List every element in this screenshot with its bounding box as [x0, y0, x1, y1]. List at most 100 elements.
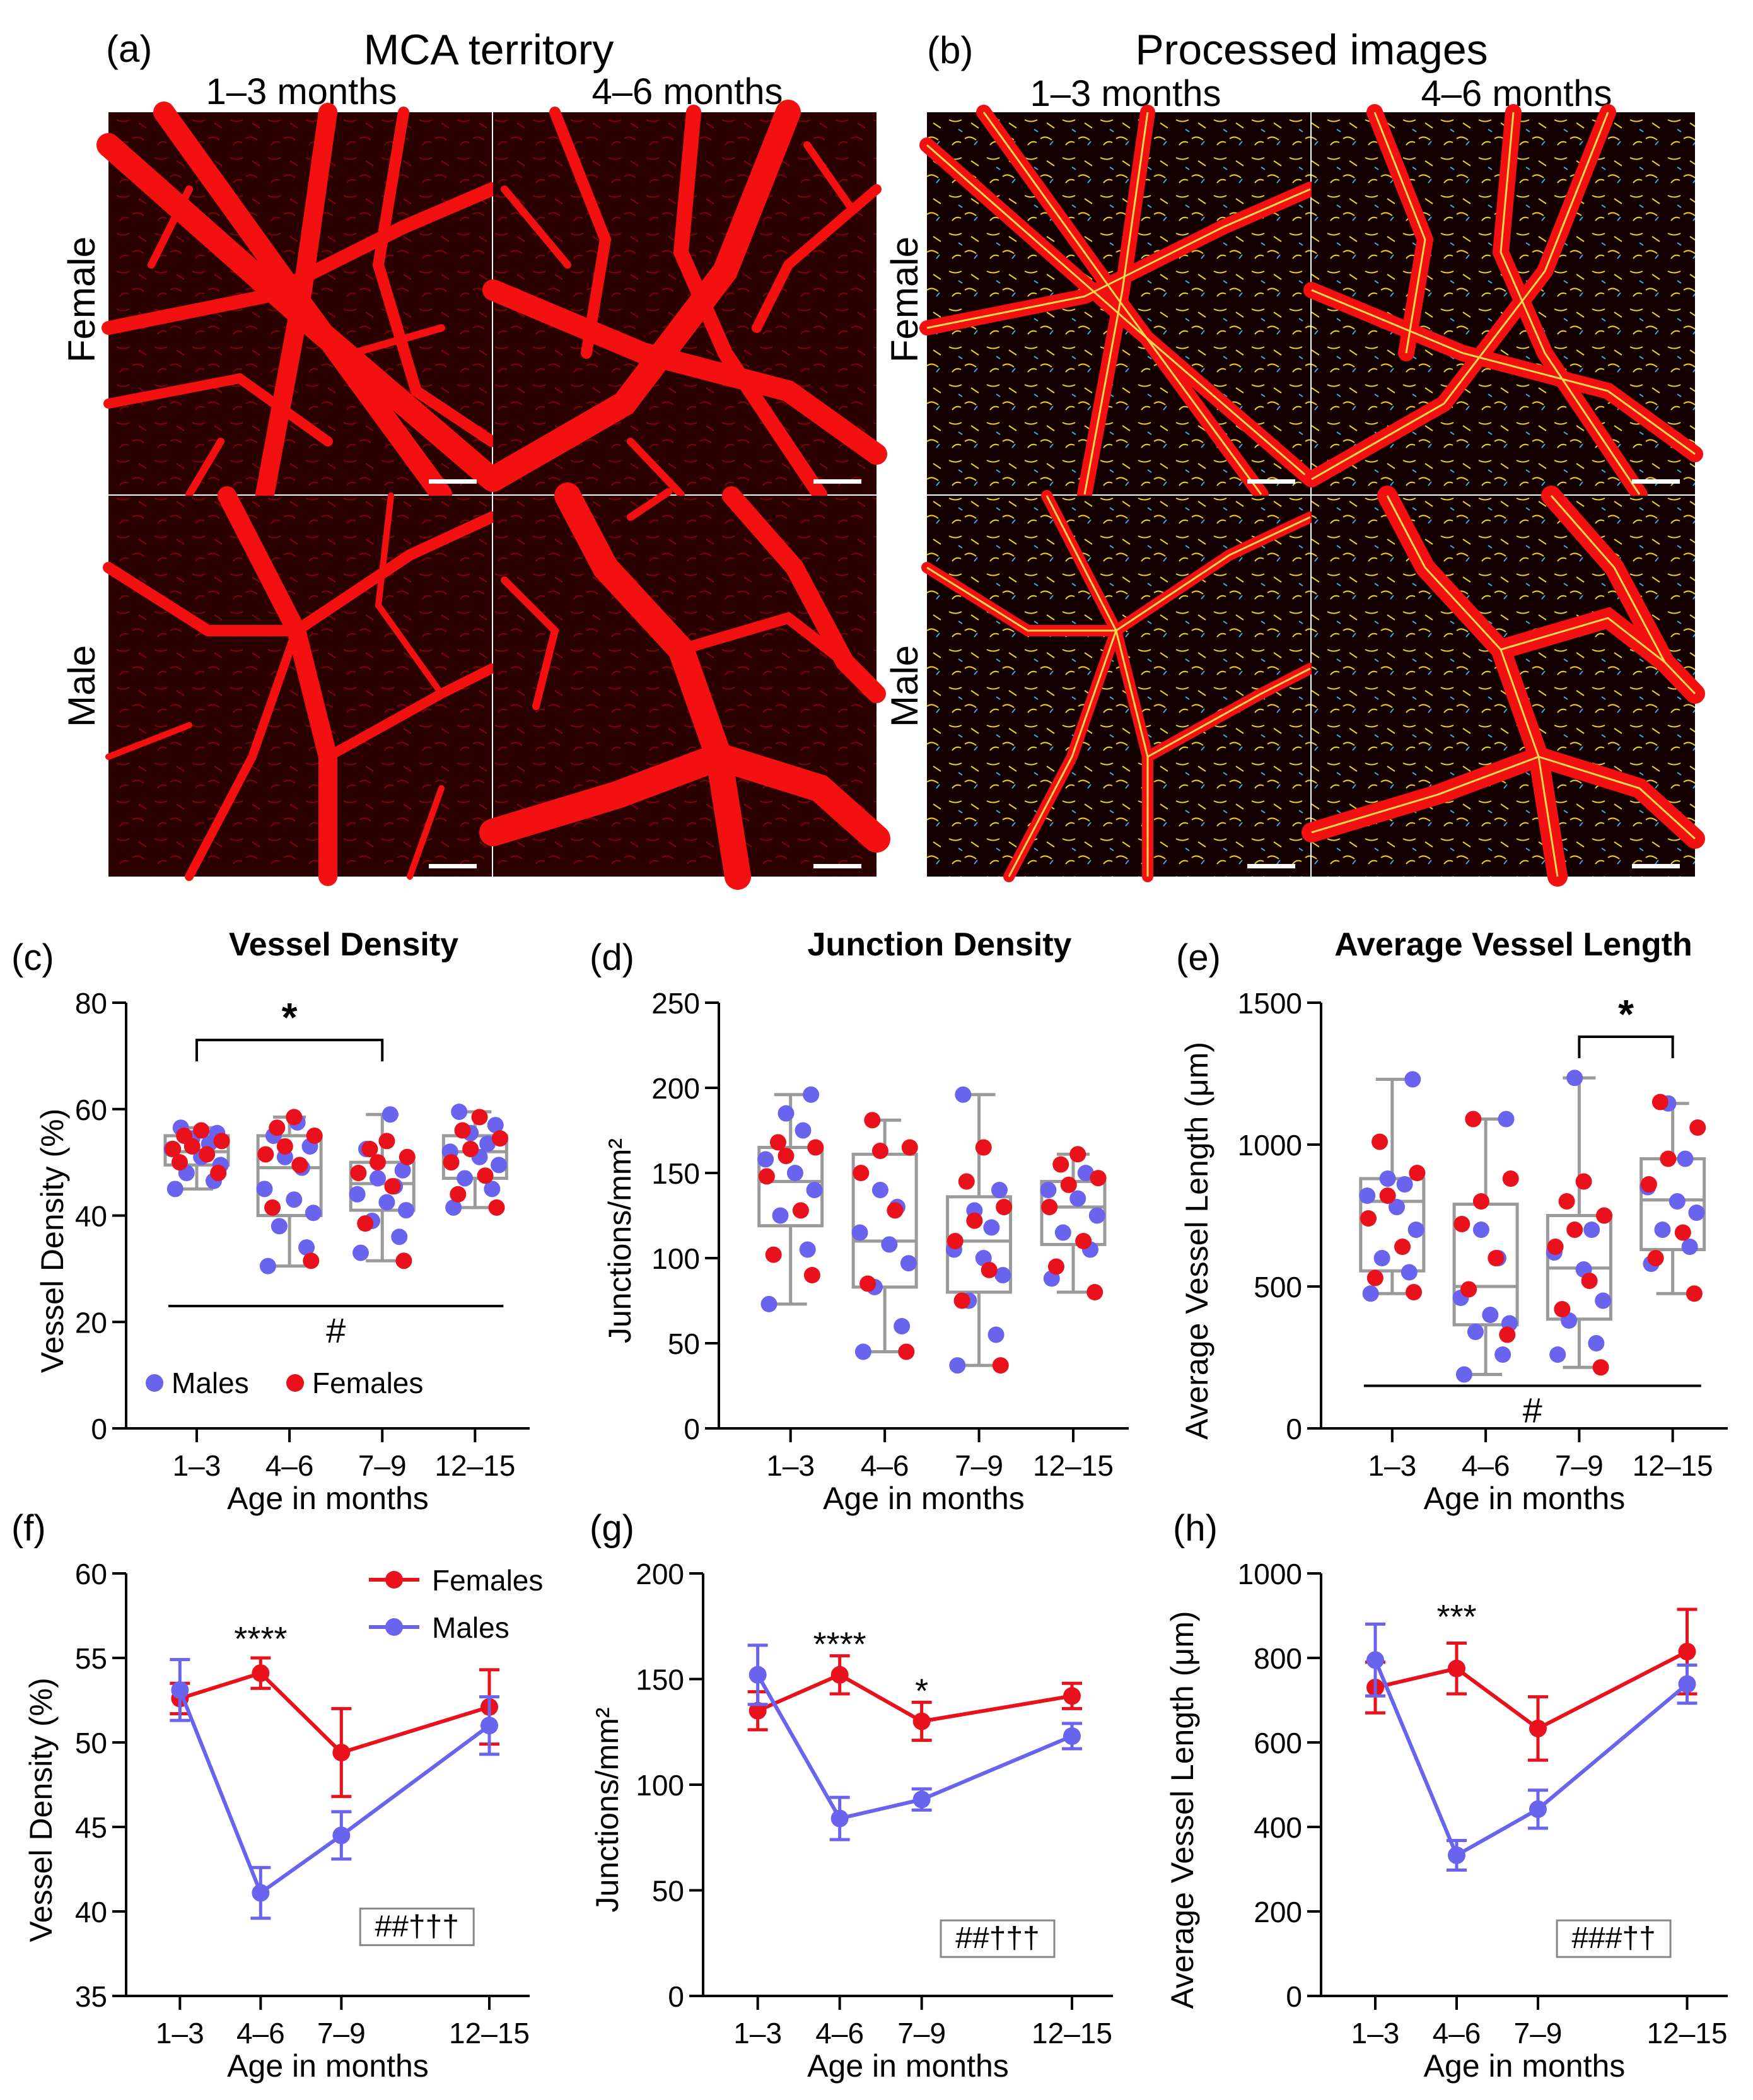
female-point	[1651, 1094, 1669, 1111]
y-tick-label: 0	[1286, 1980, 1302, 2013]
female-point	[1674, 1224, 1691, 1241]
male-point	[1069, 1190, 1086, 1207]
panel-b: (b) Processed images 1–3 months 4–6 mont…	[883, 26, 1705, 887]
male-point	[487, 1117, 504, 1134]
y-tick-label: 500	[1254, 1271, 1302, 1304]
female-point	[1075, 1233, 1092, 1249]
male-point	[900, 1255, 917, 1272]
y-tick-label: 45	[75, 1811, 107, 1844]
x-tick-label: 4–6	[236, 2017, 285, 2050]
male-point	[1669, 1193, 1686, 1210]
male-point	[391, 1228, 408, 1245]
main-effect-label: #	[326, 1310, 346, 1350]
legend-label-females: Females	[432, 1564, 543, 1597]
y-tick-label: 0	[684, 1413, 700, 1445]
female-point	[1499, 1326, 1516, 1343]
box-iqr	[256, 1134, 323, 1217]
female-point	[853, 1165, 870, 1181]
male-point	[1467, 1324, 1484, 1340]
female-point	[958, 1173, 975, 1190]
male-point	[786, 1165, 803, 1181]
y-tick-label: 150	[651, 1157, 700, 1190]
data-point	[252, 1884, 270, 1902]
panel-a-row-male-label: Male	[61, 645, 103, 727]
data-point	[1063, 1727, 1081, 1745]
chart-e-vessel-length-box: Average Vessel Length 0 500 1000 1500 1–3 4–6 7…	[1176, 926, 1728, 1516]
box-1	[1359, 1078, 1426, 1295]
female-point	[953, 1292, 970, 1309]
female-point	[1472, 1193, 1489, 1210]
female-point	[213, 1133, 230, 1150]
x-axis-label: Age in months	[807, 2048, 1009, 2084]
male-point	[286, 1191, 303, 1208]
panel-a: (a) MCA territory 1–3 months 4–6 months …	[61, 26, 890, 890]
panel-letter: (f)	[11, 1508, 46, 1549]
processed-female-4-6	[1303, 104, 1703, 503]
x-axis-label: Age in months	[1424, 2048, 1626, 2084]
female-point	[1379, 1187, 1396, 1204]
female-point	[1465, 1111, 1482, 1128]
y-tick-label: 55	[75, 1642, 107, 1675]
data-point	[1678, 1642, 1696, 1660]
male-point	[1482, 1307, 1499, 1323]
female-point	[1041, 1199, 1058, 1215]
male-point	[881, 1236, 898, 1253]
y-tick-label: 800	[1254, 1642, 1302, 1675]
male-point	[305, 1205, 322, 1222]
female-point	[1502, 1170, 1519, 1187]
data-point	[1529, 1719, 1547, 1737]
female-point	[361, 1141, 378, 1158]
data-point	[1678, 1675, 1696, 1693]
y-tick-label: 200	[636, 1558, 684, 1590]
chart-f-vessel-density-line: 35 40 45 50 55 60 1–3 4–6 7–9 12–15 Age in months V…	[11, 1508, 543, 2084]
male-point	[398, 1202, 415, 1219]
female-point	[378, 1133, 395, 1150]
y-tick-label: 400	[1254, 1811, 1302, 1844]
panel-b-row-male-label: Male	[883, 645, 926, 727]
male-point	[1583, 1222, 1600, 1238]
box-3	[946, 1093, 1013, 1367]
chart-title: Junction Density	[808, 926, 1072, 963]
y-axis-label: Junctions/mm²	[602, 1138, 638, 1343]
x-tick-label: 12–15	[449, 2017, 530, 2050]
female-point	[171, 1154, 188, 1171]
data-point	[332, 1744, 351, 1762]
female-point	[1640, 1176, 1657, 1193]
data-point	[1063, 1687, 1081, 1705]
female-point	[1660, 1150, 1677, 1167]
x-tick-label: 7–9	[1514, 2017, 1563, 2050]
x-tick-label: 1–3	[156, 2017, 204, 2050]
micrograph-female-1-3	[96, 102, 504, 505]
y-tick-label: 60	[75, 1558, 107, 1590]
female-point	[1409, 1165, 1426, 1181]
x-axis-label: Age in months	[227, 1481, 429, 1516]
significance-bracket	[195, 1039, 384, 1062]
female-point	[1686, 1285, 1703, 1302]
legend-female-marker	[286, 1374, 304, 1392]
x-tick-label: 1–3	[733, 2017, 782, 2050]
data-point	[912, 1712, 931, 1730]
female-point	[1647, 1250, 1664, 1266]
panel-b-row-female-label: Female	[883, 236, 926, 363]
female-point	[1052, 1156, 1069, 1173]
female-point	[454, 1122, 471, 1139]
box-iqr	[946, 1195, 1013, 1294]
female-point	[1554, 1301, 1571, 1317]
stat-box-label: ##†††	[955, 1922, 1039, 1955]
male-point	[777, 1105, 795, 1122]
y-tick-label: 50	[668, 1327, 700, 1360]
female-point	[1592, 1359, 1609, 1376]
y-tick-label: 35	[75, 1980, 107, 2013]
male-point	[757, 1151, 774, 1168]
data-point	[1448, 1659, 1465, 1677]
male-point	[803, 1086, 820, 1103]
male-point	[1549, 1346, 1566, 1363]
series-line	[178, 1689, 491, 1896]
x-axis-label: Age in months	[1424, 1481, 1626, 1516]
female-point	[291, 1157, 308, 1174]
female-point	[1372, 1133, 1389, 1150]
male-point	[1040, 1182, 1057, 1198]
x-axis-label: Age in months	[227, 2048, 429, 2084]
panel-letter: (c)	[11, 937, 54, 978]
data-point	[1366, 1651, 1384, 1669]
